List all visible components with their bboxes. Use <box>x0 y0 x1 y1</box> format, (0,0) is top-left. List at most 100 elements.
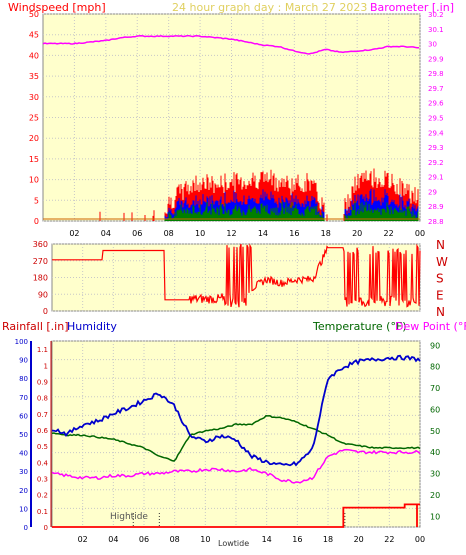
barometer-tick-label: 29.9 <box>428 55 444 63</box>
temperature-tick-label: 90 <box>430 341 440 350</box>
lowtide-label: Lowtide <box>218 539 249 548</box>
panel1-series <box>42 35 420 221</box>
hour-tick-label: 18 <box>321 229 331 238</box>
humidity-axis-label: Humidity <box>67 320 117 333</box>
barometer-tick-label: 29.5 <box>428 115 444 123</box>
rain-tick-label: 1.1 <box>37 346 48 354</box>
rainfall-axis-label: Rainfall [.in] <box>2 320 69 333</box>
dewpoint-line <box>51 448 421 484</box>
wind-direction-line <box>52 243 421 308</box>
hour-tick-label: 20 <box>354 535 364 544</box>
humidity-tick-label: 70 <box>19 394 28 402</box>
windspeed-tick-label: 20 <box>29 134 39 143</box>
rain-tick-label: 0.3 <box>37 475 48 483</box>
direction-tick-label: 90 <box>38 290 48 299</box>
hightide-label: Hightide <box>110 512 148 522</box>
humidity-tick-label: 80 <box>19 375 28 383</box>
panel3-grid <box>30 340 421 528</box>
barometer-tick-label: 30.2 <box>428 11 444 19</box>
temperature-axis-label: Temperature (°F) <box>312 320 407 333</box>
temperature-tick-label: 80 <box>430 363 440 372</box>
temperature-tick-label: 30 <box>430 470 440 479</box>
windspeed-tick-label: 50 <box>29 10 39 19</box>
barometer-tick-label: 28.9 <box>428 203 444 211</box>
windspeed-tick-label: 5 <box>34 196 39 205</box>
hour-tick-label: 20 <box>352 229 362 238</box>
hour-tick-label: 10 <box>195 229 205 238</box>
windspeed-tick-label: 0 <box>34 217 39 226</box>
hour-tick-label: 12 <box>226 229 236 238</box>
rain-tick-label: 0.2 <box>37 492 48 500</box>
panel3-temperature-ticks: 90 80 70 60 50 40 30 20 10 <box>430 341 440 521</box>
rain-tick-label: 1 <box>44 362 48 370</box>
direction-tick-label: 0 <box>43 307 48 316</box>
windspeed-tick-label: 30 <box>29 93 39 102</box>
temperature-tick-label: 40 <box>430 448 440 457</box>
hour-tick-label: 22 <box>384 535 394 544</box>
humidity-tick-label: 100 <box>15 338 28 346</box>
hour-tick-label: 08 <box>164 229 174 238</box>
rain-tick-label: 0.1 <box>37 508 48 516</box>
humidity-tick-label: 90 <box>19 357 28 365</box>
barometer-tick-label: 29.7 <box>428 85 444 93</box>
humidity-tick-label: 40 <box>19 450 28 458</box>
barometer-axis-label: Barometer [.in] <box>370 1 454 14</box>
panel1-barometer-ticks: 30.2 30.1 30 29.9 29.8 29.7 29.6 29.5 29.4 29.3 29… <box>428 11 444 226</box>
hour-tick-label: 02 <box>69 229 79 238</box>
barometer-tick-label: 29 <box>428 188 437 196</box>
hour-tick-label: 16 <box>292 535 302 544</box>
panel3-series <box>51 354 421 528</box>
direction-tick-label: 360 <box>33 240 48 249</box>
panel-humidity-temperature: Rainfall [.in] Humidity Temperature (°F)… <box>2 320 466 548</box>
temperature-tick-label: 50 <box>430 427 440 436</box>
chart-title: 24 hour graph day : March 27 2023 <box>172 1 367 14</box>
windspeed-axis-label: Windspeed [mph] <box>8 1 106 14</box>
humidity-tick-label: 50 <box>19 431 28 439</box>
compass-letter: W <box>436 255 448 269</box>
hour-tick-label: 00 <box>415 535 425 544</box>
direction-tick-label: 270 <box>33 257 48 266</box>
hour-tick-label: 10 <box>200 535 210 544</box>
barometer-tick-label: 30 <box>428 41 437 49</box>
humidity-tick-label: 0 <box>24 524 28 532</box>
humidity-tick-label: 60 <box>19 412 28 420</box>
windspeed-tick-label: 15 <box>29 155 39 164</box>
dewpoint-axis-label: Dew Point (°F) <box>395 320 466 333</box>
rain-tick-label: 0 <box>44 524 48 532</box>
humidity-tick-label: 30 <box>19 468 28 476</box>
barometer-tick-label: 29.6 <box>428 100 444 108</box>
hour-tick-label: 22 <box>383 229 393 238</box>
panel2-direction-ticks: 360 270 180 90 0 <box>33 240 48 316</box>
humidity-line <box>51 354 421 467</box>
compass-letter: S <box>436 272 444 286</box>
temperature-tick-label: 10 <box>430 512 440 521</box>
barometer-tick-label: 29.4 <box>428 129 444 137</box>
direction-tick-label: 180 <box>33 274 48 283</box>
hour-tick-label: 04 <box>101 229 111 238</box>
rain-tick-label: 0.9 <box>37 378 48 386</box>
panel3-rain-ticks: 1.1 1 0.9 0.8 0.7 0.6 0.5 0.4 0.3 0.2 0.1 0 <box>37 346 49 532</box>
humidity-tick-label: 10 <box>19 505 28 513</box>
hour-tick-label: 06 <box>139 535 149 544</box>
windspeed-tick-label: 45 <box>29 31 39 40</box>
rain-tick-label: 0.6 <box>37 427 49 435</box>
hour-tick-label: 14 <box>258 229 268 238</box>
compass-letter: N <box>436 305 445 319</box>
hour-tick-label: 16 <box>289 229 299 238</box>
compass-letter: N <box>436 238 445 252</box>
temperature-tick-label: 70 <box>430 384 440 393</box>
windspeed-tick-label: 25 <box>29 114 39 123</box>
hour-tick-label: 08 <box>170 535 180 544</box>
temperature-tick-label: 20 <box>430 491 440 500</box>
hour-tick-label: 04 <box>108 535 118 544</box>
rain-tick-label: 0.7 <box>37 411 48 419</box>
temperature-tick-label: 60 <box>430 405 440 414</box>
barometer-tick-label: 29.8 <box>428 70 444 78</box>
hour-tick-label: 00 <box>415 229 425 238</box>
barometer-tick-label: 29.2 <box>428 159 444 167</box>
